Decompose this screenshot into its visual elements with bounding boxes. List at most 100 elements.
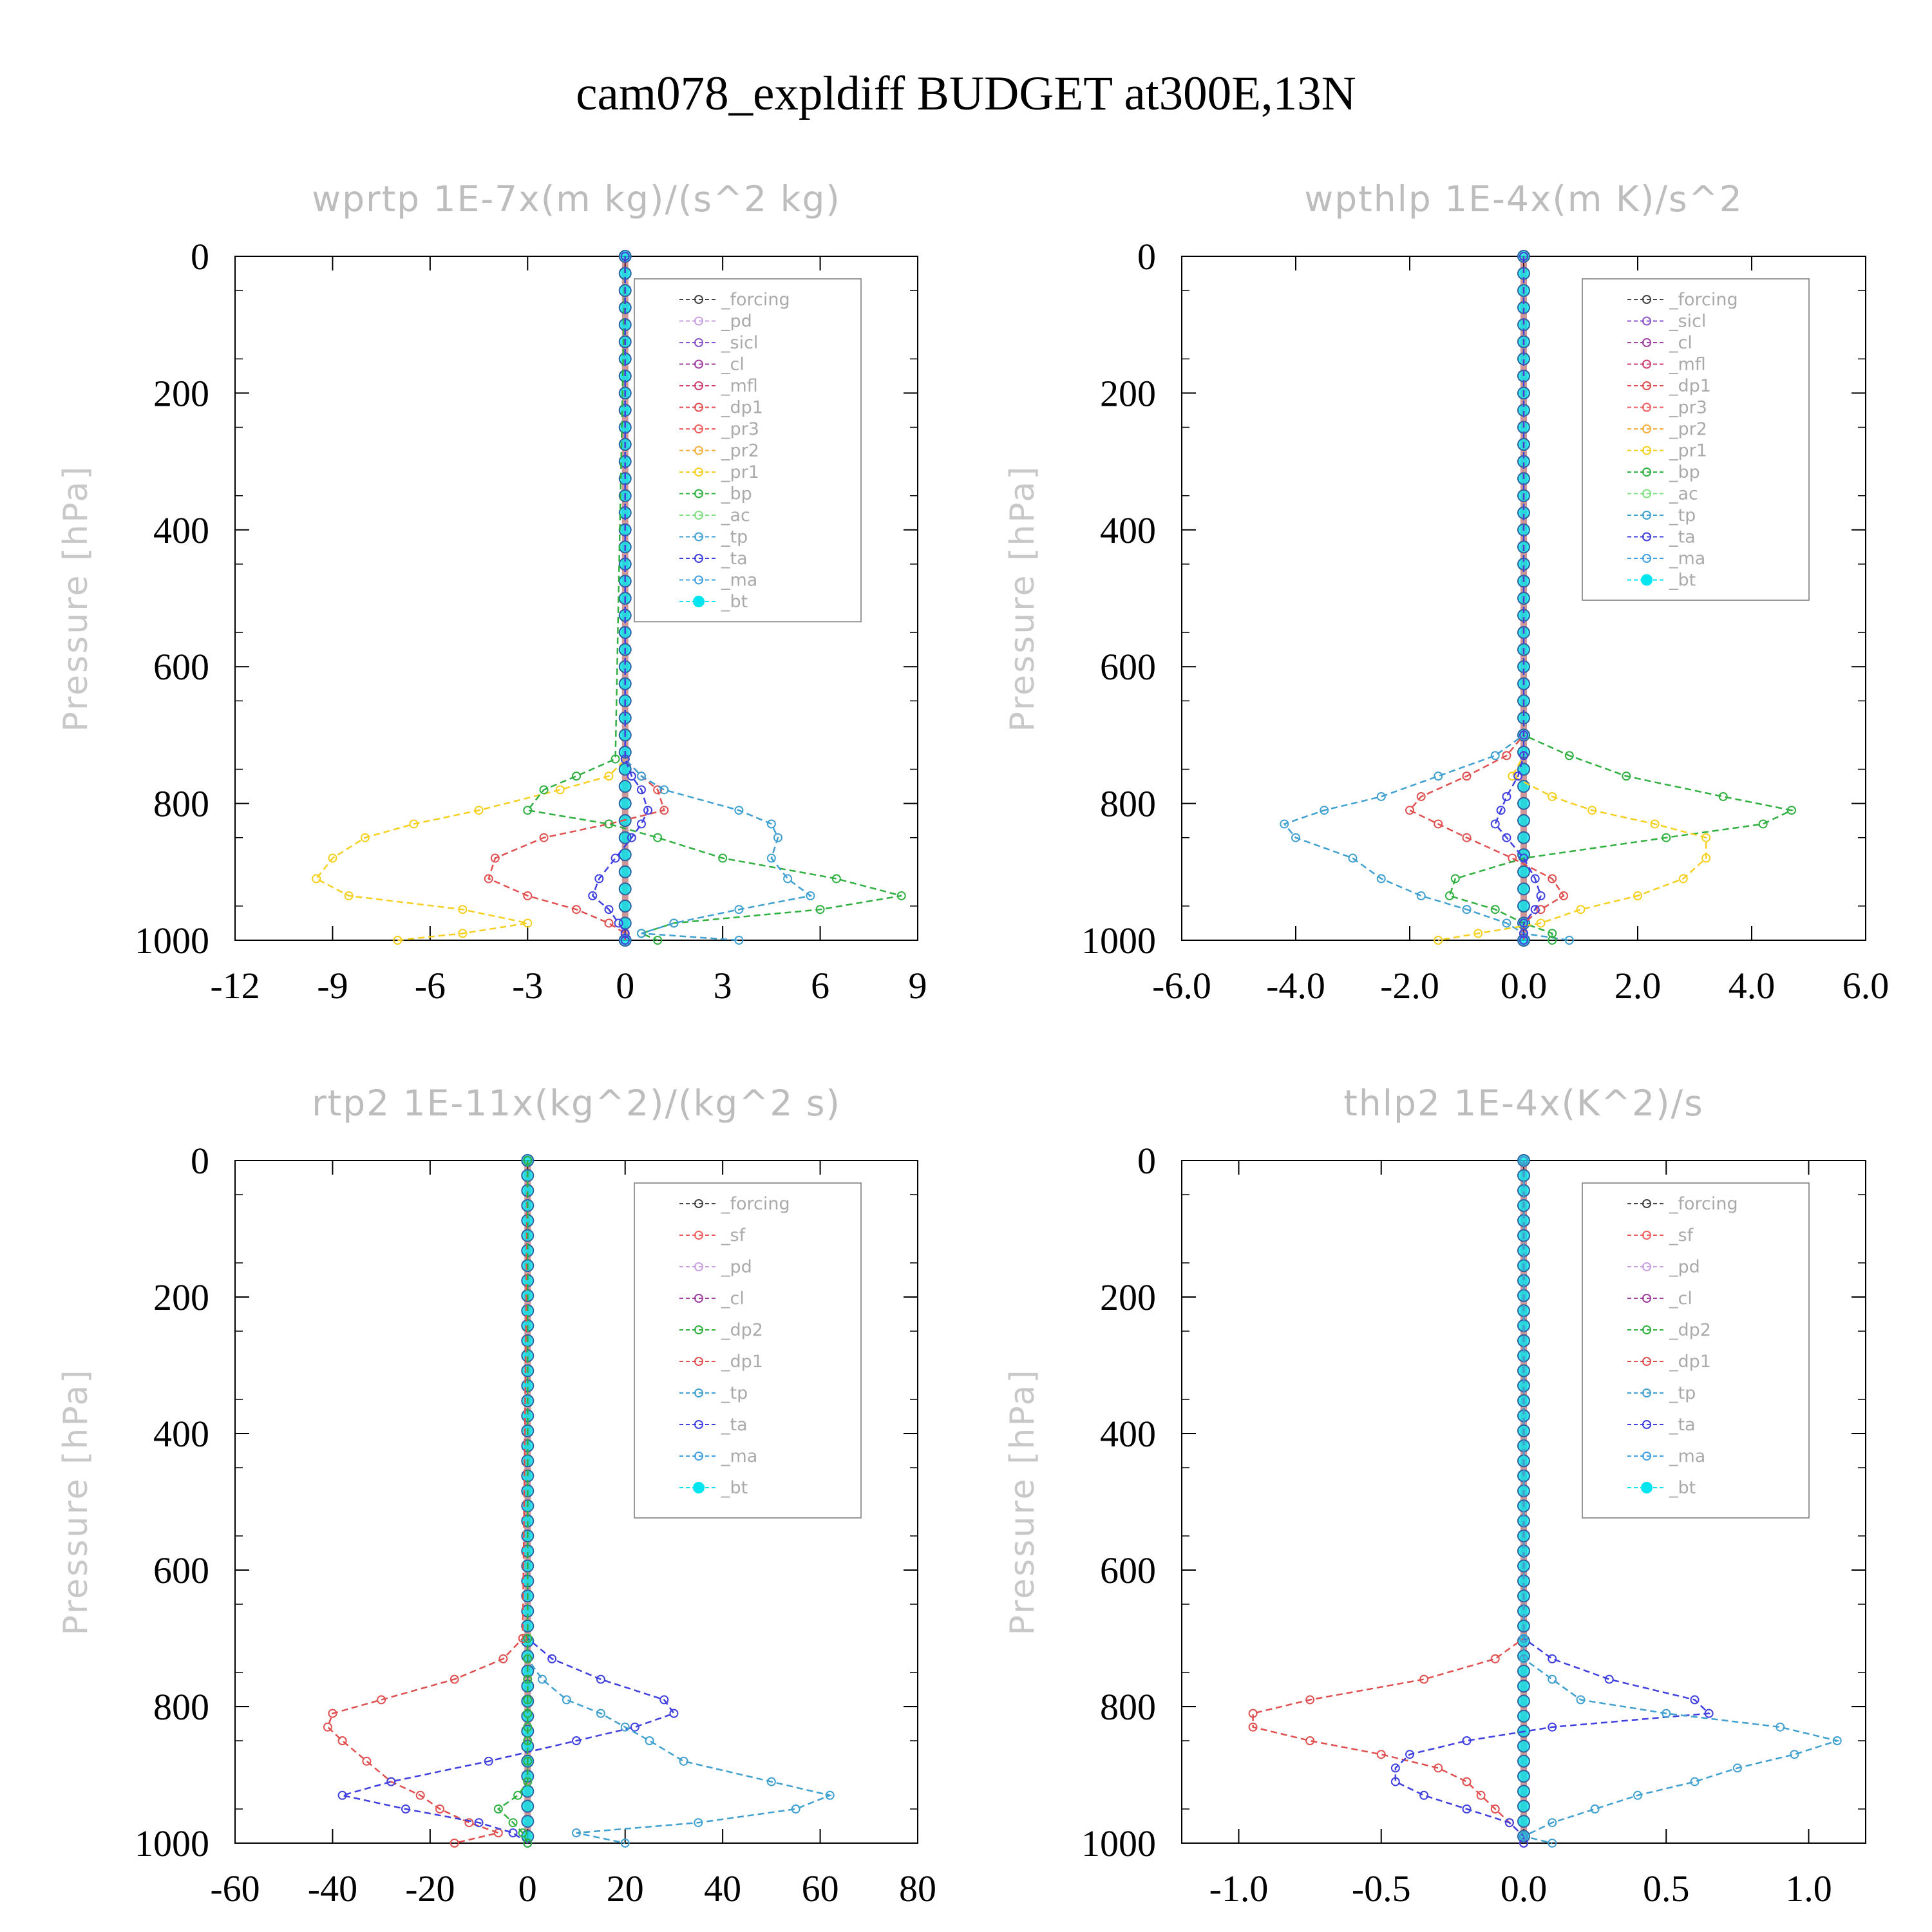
y-tick-label: 400 xyxy=(153,509,209,551)
legend-marker xyxy=(694,1452,703,1461)
series-point-bp xyxy=(653,936,663,945)
series-point-tp xyxy=(1732,1763,1742,1773)
x-tick-label: -3 xyxy=(512,965,543,1007)
legend-label: _sicl xyxy=(1669,312,1706,332)
series-point-dp1 xyxy=(518,1634,527,1643)
series-point-dp2 xyxy=(513,1790,523,1800)
series-point-ta xyxy=(1530,905,1540,914)
series-line-tp xyxy=(1521,1160,1841,1844)
legend-marker xyxy=(1642,489,1651,498)
series-point-pr1 xyxy=(1701,853,1711,863)
legend-marker xyxy=(1641,1482,1653,1493)
series-point-tp xyxy=(1564,936,1574,945)
bt-marker xyxy=(1517,780,1530,793)
legend-label: _cl xyxy=(721,1289,744,1309)
series-point-tp xyxy=(766,853,776,863)
series-point-ta xyxy=(1548,1722,1557,1732)
series-point-dp1 xyxy=(1376,1750,1386,1759)
y-tick-label: 600 xyxy=(1100,646,1156,688)
series-point-bp xyxy=(604,819,614,829)
bt-marker xyxy=(1517,1680,1530,1693)
y-tick-label: 800 xyxy=(153,1686,209,1728)
legend-marker xyxy=(694,532,703,542)
series-line-dp2 xyxy=(497,1160,529,1844)
series-point-dp1 xyxy=(1490,1804,1500,1814)
y-axis-label: Pressure [hPa] xyxy=(57,1368,95,1636)
x-tick-label: -0.5 xyxy=(1352,1868,1411,1909)
series-line-pr1 xyxy=(1438,256,1707,942)
legend-box xyxy=(1582,1182,1810,1519)
bt-marker xyxy=(618,848,632,862)
series-point-tp xyxy=(773,833,782,842)
series-point-ta xyxy=(1519,1839,1528,1848)
panels: wprtp 1E-7x(m kg)/(s^2 kg) Pressure [hPa]… xyxy=(57,178,1889,1909)
series-point-bp xyxy=(1564,751,1574,761)
series-point-tp xyxy=(1291,833,1300,842)
legend-label: _cl xyxy=(1669,1289,1692,1309)
series-point-tp xyxy=(766,1777,776,1786)
bt-marker xyxy=(618,899,632,913)
bt-marker xyxy=(521,1799,535,1813)
y-tick-label: 1000 xyxy=(1081,1823,1156,1864)
legend-label: _ta xyxy=(1669,527,1696,547)
series-point-tp xyxy=(562,1695,571,1705)
series-point-ta xyxy=(614,918,623,928)
legend-label: _pr2 xyxy=(1669,419,1707,439)
series-point-ta xyxy=(337,1790,347,1800)
series-point-ta xyxy=(1519,918,1528,928)
legend-label: _dp1 xyxy=(721,398,763,418)
panel-1: wprtp 1E-7x(m kg)/(s^2 kg) Pressure [hPa]… xyxy=(57,178,927,1007)
legend-label: _ta xyxy=(721,549,748,569)
legend-label: _dp1 xyxy=(1669,1352,1711,1372)
legend-marker xyxy=(694,1420,703,1429)
legend-marker xyxy=(694,511,703,520)
series-point-tp xyxy=(734,806,744,815)
series-point-dp1 xyxy=(1434,819,1443,829)
series-point-dp2 xyxy=(523,1695,533,1705)
y-tick-label: 0 xyxy=(1137,236,1156,278)
bt-marker xyxy=(1517,1785,1530,1798)
series-point-tp xyxy=(783,874,793,884)
series-line-tp xyxy=(527,1160,833,1844)
series-point-dp1 xyxy=(1502,751,1511,761)
x-tick-label: 6.0 xyxy=(1842,965,1889,1007)
y-tick-label: 0 xyxy=(191,1140,209,1182)
bt-marker xyxy=(521,1815,535,1828)
legend-label: _ma xyxy=(1669,549,1705,569)
series-point-tp xyxy=(1548,1839,1557,1848)
legend-marker xyxy=(1642,359,1651,369)
legend-label: _dp2 xyxy=(1669,1320,1711,1340)
series-point-tp xyxy=(694,1818,703,1828)
series-point-tp xyxy=(1832,1736,1842,1745)
legend-label: _forcing xyxy=(721,290,790,310)
series-point-tp xyxy=(1519,1654,1528,1663)
legend-label: _ac xyxy=(1669,484,1698,504)
series-point-dp2 xyxy=(523,1709,533,1718)
series-point-ta xyxy=(1536,891,1546,900)
series-point-ta xyxy=(1504,1818,1514,1828)
series-point-ta xyxy=(659,1695,669,1705)
series-point-dp1 xyxy=(1548,874,1557,884)
series-point-tp xyxy=(1490,751,1500,761)
bt-marker xyxy=(1517,1815,1530,1828)
series-point-tp xyxy=(679,1756,688,1766)
series-point-tp xyxy=(1776,1722,1785,1732)
legend-marker xyxy=(1642,446,1651,455)
legend-label: _tp xyxy=(1669,506,1696,526)
legend-marker xyxy=(694,1294,703,1303)
series-point-pr1 xyxy=(1536,918,1546,928)
x-tick-label: 0.5 xyxy=(1643,1868,1690,1909)
y-tick-label: 800 xyxy=(153,783,209,825)
series-point-dp1 xyxy=(1416,791,1426,801)
series-point-pr1 xyxy=(1473,929,1483,938)
legend-label: _tp xyxy=(1669,1383,1696,1403)
legend-label: _sicl xyxy=(721,333,758,353)
legend-marker xyxy=(1642,1325,1651,1334)
series-point-pr1 xyxy=(409,819,419,829)
x-tick-label: -6.0 xyxy=(1152,965,1211,1007)
panel-title: wprtp 1E-7x(m kg)/(s^2 kg) xyxy=(312,178,841,220)
bt-marker xyxy=(1517,1709,1530,1723)
series-point-tp xyxy=(538,1674,547,1684)
series-point-tp xyxy=(1519,1156,1528,1165)
series-point-pr1 xyxy=(523,918,533,928)
